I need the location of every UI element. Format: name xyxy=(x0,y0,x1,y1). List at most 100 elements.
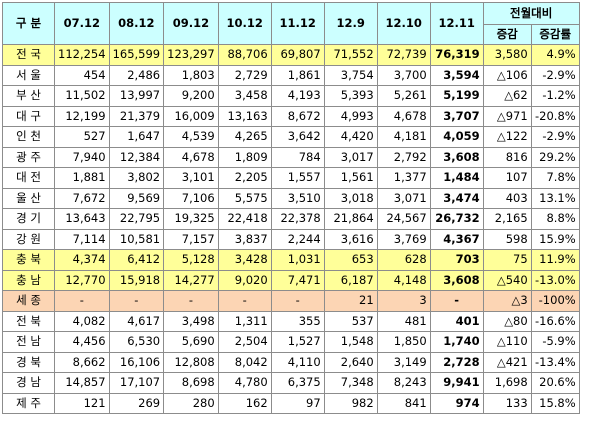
change-rate-cell: 11.9% xyxy=(530,249,580,271)
change-rate-cell: 4.9% xyxy=(530,44,580,66)
region-cell: 울 산 xyxy=(2,187,55,209)
value-cell: 269 xyxy=(108,392,165,414)
value-cell: 13,163 xyxy=(217,105,272,127)
period-header: 07.12 xyxy=(54,2,110,45)
value-cell: 6,412 xyxy=(108,249,165,271)
value-cell: 22,795 xyxy=(108,208,165,230)
value-cell: 1,850 xyxy=(376,331,431,353)
value-cell: 4,780 xyxy=(217,372,272,394)
region-cell: 부 산 xyxy=(2,85,55,107)
value-cell: 1,031 xyxy=(270,249,325,271)
value-cell: 13,997 xyxy=(108,85,165,107)
value-cell: 7,114 xyxy=(54,228,110,250)
value-cell: 8,243 xyxy=(376,372,431,394)
value-cell: 3,149 xyxy=(376,351,431,373)
value-cell: 10,581 xyxy=(108,228,165,250)
value-cell: 3,458 xyxy=(217,85,272,107)
change-rate-cell: -20.8% xyxy=(530,105,580,127)
table-row: 서 울 454 2,486 1,803 2,729 1,861 3,754 3,700 3,59… xyxy=(2,64,580,86)
change-rate-cell: 13.1% xyxy=(530,187,580,209)
period-header: 12.11 xyxy=(429,2,484,45)
change-cell: 403 xyxy=(482,187,532,209)
region-cell: 세 종 xyxy=(2,290,55,312)
value-cell: 22,418 xyxy=(217,208,272,230)
value-cell: 280 xyxy=(163,392,219,414)
value-cell: 4,193 xyxy=(270,85,325,107)
value-cell: 9,200 xyxy=(163,85,219,107)
value-cell: 12,808 xyxy=(163,351,219,373)
value-cell: 4,374 xyxy=(54,249,110,271)
value-cell: 88,706 xyxy=(217,44,272,66)
value-cell: 703 xyxy=(429,249,484,271)
change-rate-cell: -5.9% xyxy=(530,331,580,353)
value-cell: 3,498 xyxy=(163,310,219,332)
value-cell: 112,254 xyxy=(54,44,110,66)
table-row: 전 국 112,254 165,599 123,297 88,706 69,807 71,5… xyxy=(2,44,580,66)
region-cell: 전 북 xyxy=(2,310,55,332)
value-cell: 72,739 xyxy=(376,44,431,66)
change-rate-cell: 7.8% xyxy=(530,167,580,189)
value-cell: 9,020 xyxy=(217,269,272,291)
value-cell: - xyxy=(270,290,325,312)
region-cell: 강 원 xyxy=(2,228,55,250)
period-header: 12.10 xyxy=(376,2,431,45)
change-rate-cell: -13.4% xyxy=(530,351,580,373)
value-cell: 7,471 xyxy=(270,269,325,291)
change-cell: 598 xyxy=(482,228,532,250)
value-cell: 3,642 xyxy=(270,126,325,148)
period-header: 11.12 xyxy=(270,2,325,45)
value-cell: 24,567 xyxy=(376,208,431,230)
region-header: 구 분 xyxy=(2,2,55,45)
value-cell: 69,807 xyxy=(270,44,325,66)
value-cell: 3,707 xyxy=(429,105,484,127)
value-cell: 7,348 xyxy=(323,372,378,394)
value-cell: 4,059 xyxy=(429,126,484,148)
value-cell: 8,672 xyxy=(270,105,325,127)
value-cell: 4,181 xyxy=(376,126,431,148)
value-cell: 17,107 xyxy=(108,372,165,394)
value-cell: 1,557 xyxy=(270,167,325,189)
value-cell: 5,199 xyxy=(429,85,484,107)
period-header: 09.12 xyxy=(163,2,219,45)
table-row: 강 원 7,114 10,581 7,157 3,837 2,244 3,616 3,769 4… xyxy=(2,228,580,250)
value-cell: 401 xyxy=(429,310,484,332)
value-cell: 7,672 xyxy=(54,187,110,209)
value-cell: 4,148 xyxy=(376,269,431,291)
value-cell: 3 xyxy=(376,290,431,312)
period-header: 10.12 xyxy=(217,2,272,45)
table-row: 경 남 14,857 17,107 8,698 4,780 6,375 7,348 8,243… xyxy=(2,372,580,394)
value-cell: 9,941 xyxy=(429,372,484,394)
value-cell: 4,367 xyxy=(429,228,484,250)
subheader-row: 증감 증감률 xyxy=(3,24,580,45)
value-cell: 1,548 xyxy=(323,331,378,353)
value-cell: 1,809 xyxy=(217,146,272,168)
change-header: 증감 xyxy=(482,24,532,45)
value-cell: 1,861 xyxy=(270,64,325,86)
value-cell: 3,474 xyxy=(429,187,484,209)
value-cell: 4,420 xyxy=(323,126,378,148)
unsold-housing-table: 구 분 07.12 08.12 09.12 10.12 11.12 12.9 1… xyxy=(2,2,580,414)
value-cell: 1,881 xyxy=(54,167,110,189)
value-cell: 123,297 xyxy=(163,44,219,66)
value-cell: 13,643 xyxy=(54,208,110,230)
value-cell: 841 xyxy=(376,392,431,414)
value-cell: 26,732 xyxy=(429,208,484,230)
header-row: 구 분 07.12 08.12 09.12 10.12 11.12 12.9 1… xyxy=(2,2,580,45)
region-cell: 전 남 xyxy=(2,331,55,353)
value-cell: 21,379 xyxy=(108,105,165,127)
region-cell: 서 울 xyxy=(2,64,55,86)
value-cell: 2,205 xyxy=(217,167,272,189)
change-rate-cell: 15.9% xyxy=(530,228,580,250)
region-cell: 인 천 xyxy=(2,126,55,148)
value-cell: 1,484 xyxy=(429,167,484,189)
value-cell: 2,244 xyxy=(270,228,325,250)
value-cell: 3,769 xyxy=(376,228,431,250)
value-cell: 3,608 xyxy=(429,269,484,291)
value-cell: 1,647 xyxy=(108,126,165,148)
value-cell: - xyxy=(54,290,110,312)
value-cell: 628 xyxy=(376,249,431,271)
table-body: 전 국 112,254 165,599 123,297 88,706 69,807 71,5… xyxy=(2,44,580,414)
value-cell: 4,993 xyxy=(323,105,378,127)
table-row: 경 기 13,643 22,795 19,325 22,418 22,378 21,864 2… xyxy=(2,208,580,230)
value-cell: 3,071 xyxy=(376,187,431,209)
